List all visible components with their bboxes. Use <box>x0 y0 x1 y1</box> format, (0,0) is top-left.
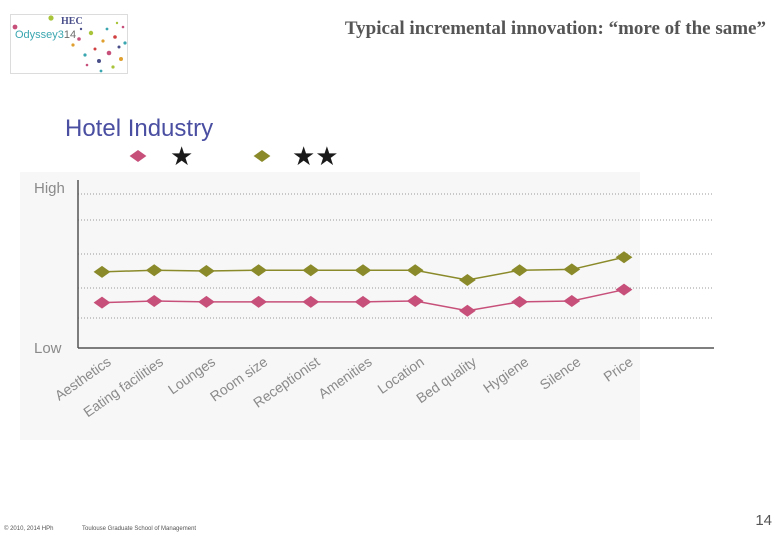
series-2-point-9 <box>511 264 528 277</box>
legend-marker-2 <box>253 150 271 162</box>
series-2-point-11 <box>615 251 633 264</box>
series-2-point-10 <box>563 263 581 276</box>
footer-copyright: © 2010, 2014 HPh <box>4 526 54 532</box>
series-2-point-2 <box>145 264 163 277</box>
chart-background <box>20 172 640 440</box>
series-2-point-3 <box>198 265 215 278</box>
series-1-point-8 <box>459 304 476 317</box>
logo-year: 14 <box>63 29 77 41</box>
logo-brand: HEC <box>61 16 83 27</box>
y-tick-low: Low <box>34 340 62 357</box>
footer-school: Toulouse Graduate School of Management <box>82 526 197 532</box>
series-2-point-8 <box>459 273 476 286</box>
series-2-point-7 <box>406 264 424 277</box>
series-1-point-3 <box>198 295 215 308</box>
line-chart: Hotel Industry★ ★★HighLowAestheticsEating… <box>20 115 714 440</box>
slide-title: Typical incremental innovation: “more of… <box>344 18 766 39</box>
logo-dots-graphic <box>12 15 127 73</box>
series-1-point-9 <box>511 295 528 308</box>
logo-name: Odyssey314 <box>15 29 76 41</box>
series-1-point-1 <box>93 296 111 309</box>
series-1-point-7 <box>406 295 424 308</box>
series-1-point-11 <box>615 283 633 296</box>
y-tick-high: High <box>34 180 65 197</box>
series-1-point-6 <box>354 295 372 308</box>
logo-name-text: Odyssey3 <box>15 29 64 41</box>
odyssey-logo: HEC Odyssey314 <box>10 14 128 74</box>
legend-marker-1 <box>129 150 147 162</box>
series-1-point-2 <box>145 295 163 308</box>
chart-title: Hotel Industry <box>65 115 213 142</box>
series-1-point-10 <box>563 295 581 308</box>
series-1-point-4 <box>250 295 267 308</box>
chart-area: Hotel Industry ★ ★★ High Low Aesthetics Eating… <box>20 108 760 448</box>
series-2-point-5 <box>302 264 320 277</box>
page-number: 14 <box>755 512 772 529</box>
series-2-point-4 <box>250 264 267 277</box>
series-2-point-1 <box>93 265 111 278</box>
series-1-point-5 <box>302 295 320 308</box>
series-2-point-6 <box>354 264 372 277</box>
legend-label-1: ★ <box>170 142 193 172</box>
legend-label-2: ★★ <box>292 142 339 172</box>
